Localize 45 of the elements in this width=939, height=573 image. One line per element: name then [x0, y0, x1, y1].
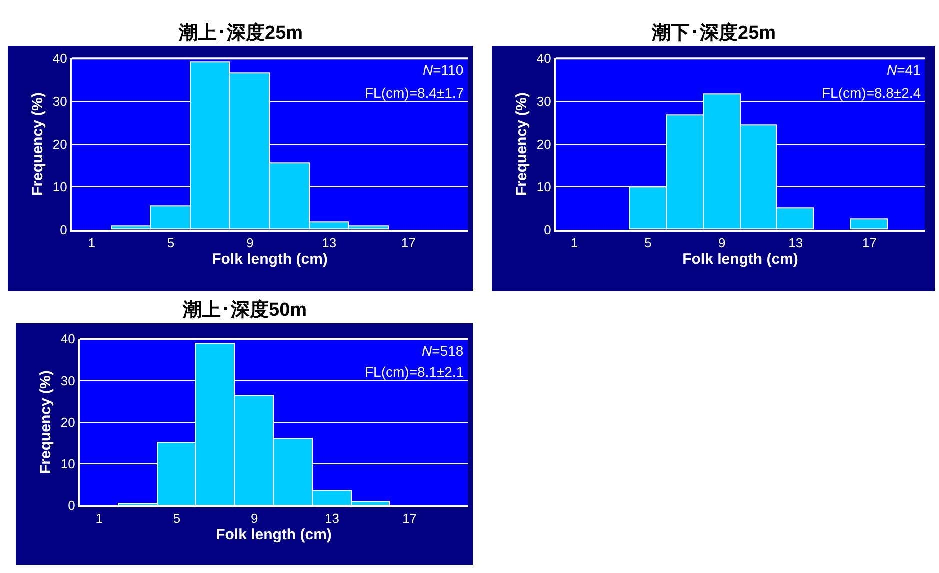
x-axis-title: Folk length (cm): [216, 526, 332, 544]
x-tick-label: 5: [644, 236, 652, 251]
x-axis-title: Folk length (cm): [682, 251, 798, 268]
y-axis-title: Frequency (%): [30, 92, 47, 196]
y-tick-label: 10: [536, 180, 552, 195]
y-tick-label: 40: [536, 51, 552, 66]
x-tick-label: 9: [718, 236, 726, 251]
y-tick-label: 20: [536, 136, 552, 152]
x-tick-label: 17: [862, 236, 877, 251]
x-tick-label: 9: [250, 511, 258, 526]
y-axis-title: Frequency (%): [514, 92, 531, 196]
y-tick-label: 10: [52, 180, 68, 195]
chart-title: 潮上･深度25m: [178, 22, 304, 44]
annotation: N=110: [423, 62, 464, 78]
x-tick-label: 1: [96, 511, 104, 526]
y-tick-label: 30: [60, 373, 76, 388]
y-tick-label: 0: [544, 222, 552, 238]
y-tick-label: 30: [536, 94, 552, 110]
x-tick-label: 1: [88, 236, 96, 251]
chart-title: 潮上･深度50m: [182, 299, 308, 321]
x-tick-label: 5: [167, 236, 175, 251]
y-axis-title: Frequency (%): [38, 370, 55, 474]
x-tick-label: 17: [402, 511, 418, 526]
y-tick-label: 0: [60, 222, 68, 238]
chart-title: 潮下･深度25m: [651, 22, 776, 44]
y-tick-label: 0: [68, 498, 76, 514]
y-tick-label: 20: [52, 136, 68, 152]
annotation: FL(cm)=8.4±1.7: [365, 85, 464, 101]
x-tick-label: 13: [322, 236, 337, 251]
y-tick-label: 10: [60, 456, 76, 472]
y-tick-label: 20: [60, 414, 76, 430]
x-axis-title: Folk length (cm): [212, 251, 328, 268]
x-tick-label: 17: [401, 236, 416, 251]
x-tick-label: 13: [788, 236, 804, 251]
y-tick-label: 40: [60, 332, 76, 347]
annotation: FL(cm)=8.8±2.4: [822, 85, 922, 101]
x-tick-label: 13: [324, 511, 340, 526]
annotation: FL(cm)=8.1±2.1: [365, 364, 464, 380]
y-tick-label: 40: [52, 51, 68, 66]
y-tick-label: 30: [52, 94, 68, 110]
x-tick-label: 5: [173, 511, 181, 526]
annotation: N=41: [887, 62, 922, 78]
annotation: N=518: [422, 343, 464, 359]
x-tick-label: 1: [570, 236, 578, 251]
x-tick-label: 9: [246, 236, 254, 251]
